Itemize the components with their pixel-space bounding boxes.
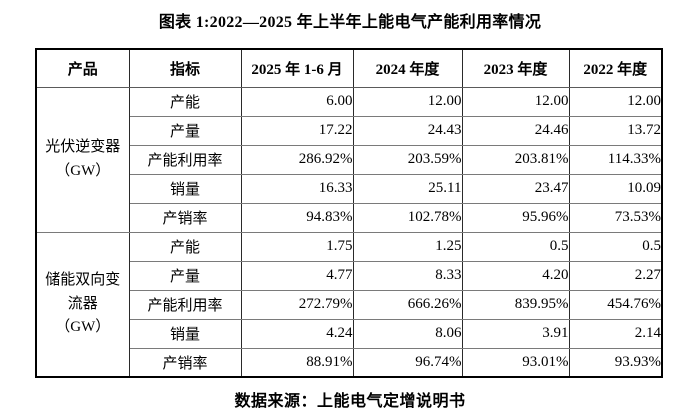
value-cell: 1.75 xyxy=(240,231,354,262)
table-row: 产能利用率 286.92% 203.59% 203.81% 114.33% xyxy=(36,144,663,175)
value-cell: 24.43 xyxy=(352,115,463,146)
value-cell: 16.33 xyxy=(240,173,354,204)
value-cell: 0.5 xyxy=(568,231,663,262)
capacity-utilization-table: 产品 指标 2025 年 1-6 月 2024 年度 2023 年度 2022 … xyxy=(35,48,663,378)
header-2023: 2023 年度 xyxy=(461,48,570,88)
value-cell: 6.00 xyxy=(240,86,354,117)
metric-cell: 产销率 xyxy=(128,202,242,233)
value-cell: 10.09 xyxy=(568,173,663,204)
product-cell: 储能双向变 流器 （GW） xyxy=(35,231,130,378)
metric-cell: 产量 xyxy=(128,115,242,146)
value-cell: 25.11 xyxy=(352,173,463,204)
header-metric: 指标 xyxy=(128,48,242,88)
metric-cell: 销量 xyxy=(128,318,242,349)
value-cell: 3.91 xyxy=(461,318,570,349)
table-row: 销量 16.33 25.11 23.47 10.09 xyxy=(36,173,663,204)
value-cell: 88.91% xyxy=(240,347,354,378)
value-cell: 93.01% xyxy=(461,347,570,378)
metric-cell: 销量 xyxy=(128,173,242,204)
value-cell: 203.81% xyxy=(461,144,570,175)
header-2024: 2024 年度 xyxy=(352,48,463,88)
value-cell: 2.27 xyxy=(568,260,663,291)
value-cell: 272.79% xyxy=(240,289,354,320)
table-row: 产量 4.77 8.33 4.20 2.27 xyxy=(36,260,663,291)
value-cell: 102.78% xyxy=(352,202,463,233)
value-cell: 93.93% xyxy=(568,347,663,378)
value-cell: 4.77 xyxy=(240,260,354,291)
value-cell: 114.33% xyxy=(568,144,663,175)
value-cell: 73.53% xyxy=(568,202,663,233)
metric-cell: 产能利用率 xyxy=(128,144,242,175)
value-cell: 13.72 xyxy=(568,115,663,146)
value-cell: 1.25 xyxy=(352,231,463,262)
value-cell: 8.33 xyxy=(352,260,463,291)
value-cell: 12.00 xyxy=(461,86,570,117)
value-cell: 286.92% xyxy=(240,144,354,175)
table-row: 产销率 88.91% 96.74% 93.01% 93.93% xyxy=(36,347,663,378)
product-cell: 光伏逆变器 （GW） xyxy=(35,86,130,233)
value-cell: 24.46 xyxy=(461,115,570,146)
header-2025h1: 2025 年 1-6 月 xyxy=(240,48,354,88)
value-cell: 839.95% xyxy=(461,289,570,320)
value-cell: 666.26% xyxy=(352,289,463,320)
value-cell: 2.14 xyxy=(568,318,663,349)
value-cell: 96.74% xyxy=(352,347,463,378)
data-source-note: 数据来源：上能电气定增说明书 xyxy=(234,393,466,410)
header-2022: 2022 年度 xyxy=(568,48,663,88)
table-row: 光伏逆变器 （GW） 产能 6.00 12.00 12.00 12.00 xyxy=(35,86,663,233)
value-cell: 203.59% xyxy=(352,144,463,175)
table-row: 储能双向变 流器 （GW） 产能 1.75 1.25 0.5 0.5 xyxy=(35,231,663,378)
metric-cell: 产销率 xyxy=(128,347,242,378)
value-cell: 94.83% xyxy=(240,202,354,233)
value-cell: 17.22 xyxy=(240,115,354,146)
table-row: 产销率 94.83% 102.78% 95.96% 73.53% xyxy=(36,202,663,233)
value-cell: 4.24 xyxy=(240,318,354,349)
metric-cell: 产能 xyxy=(128,231,242,262)
value-cell: 23.47 xyxy=(461,173,570,204)
table-row: 销量 4.24 8.06 3.91 2.14 xyxy=(36,318,663,349)
value-cell: 8.06 xyxy=(352,318,463,349)
value-cell: 12.00 xyxy=(568,86,663,117)
table-row: 产量 17.22 24.43 24.46 13.72 xyxy=(36,115,663,146)
metric-cell: 产能利用率 xyxy=(128,289,242,320)
metric-cell: 产能 xyxy=(128,86,242,117)
value-cell: 12.00 xyxy=(352,86,463,117)
table-row: 产能利用率 272.79% 666.26% 839.95% 454.76% xyxy=(36,289,663,320)
metric-cell: 产量 xyxy=(128,260,242,291)
value-cell: 4.20 xyxy=(461,260,570,291)
value-cell: 454.76% xyxy=(568,289,663,320)
value-cell: 0.5 xyxy=(461,231,570,262)
value-cell: 95.96% xyxy=(461,202,570,233)
header-product: 产品 xyxy=(35,48,130,88)
figure-title: 图表 1:2022—2025 年上半年上能电气产能利用率情况 xyxy=(158,14,542,31)
table-header-row: 产品 指标 2025 年 1-6 月 2024 年度 2023 年度 2022 … xyxy=(35,48,663,88)
